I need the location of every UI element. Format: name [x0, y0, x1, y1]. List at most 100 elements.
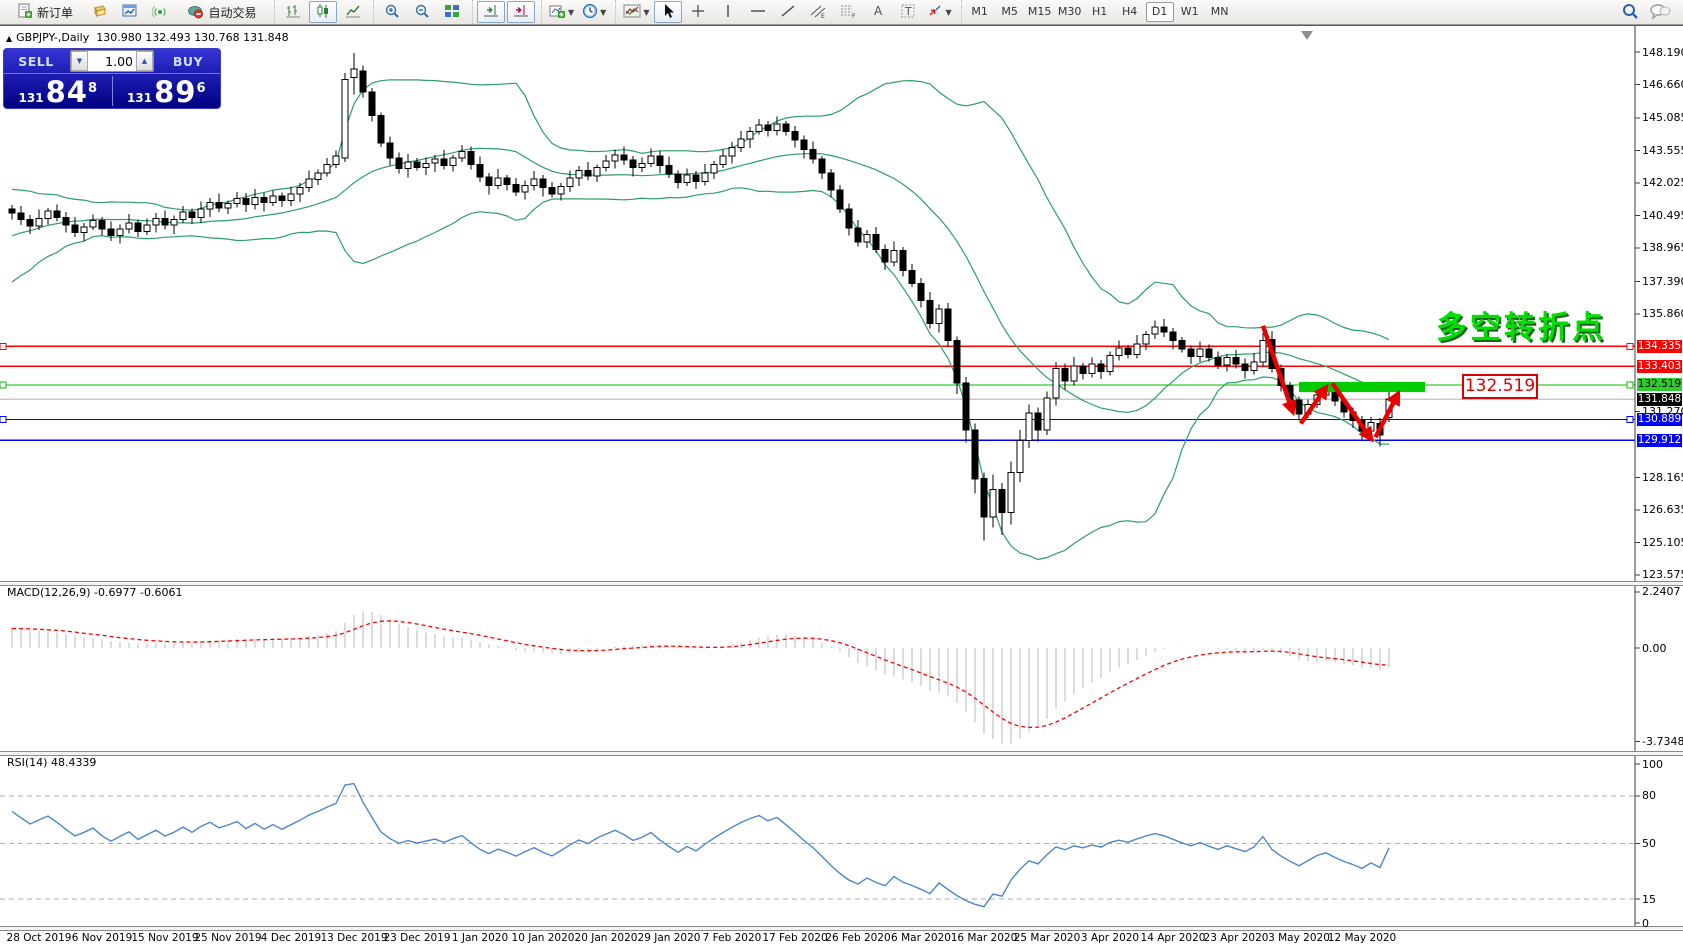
date-tick-label: 10 Jan 2020 — [511, 932, 575, 944]
timeframe-button-H4[interactable]: H4 — [1121, 5, 1138, 18]
date-tick-label: 3 Apr 2020 — [1080, 932, 1140, 944]
cursor-button[interactable] — [654, 1, 683, 23]
auto-scroll-button[interactable] — [477, 1, 505, 23]
rsi-label: RSI(14) 48.4339 — [7, 756, 97, 769]
price-chart[interactable] — [0, 26, 1683, 949]
timeframe-button-M5[interactable]: M5 — [1001, 5, 1018, 18]
bar-chart-button[interactable] — [279, 1, 307, 23]
price-tick-label: 128.165 — [1642, 470, 1683, 484]
label-t-icon: T — [900, 3, 916, 22]
fibonacci-tool-button[interactable]: F — [834, 1, 862, 23]
indicators-button[interactable]: ▼ — [546, 1, 577, 23]
buy-price[interactable]: 131 89 6 — [113, 74, 221, 108]
sell-button[interactable]: SELL — [18, 53, 54, 69]
price-tick-label: 142.025 — [1642, 176, 1683, 190]
candlestick-chart-button[interactable] — [309, 1, 337, 23]
charts-button[interactable] — [116, 1, 144, 23]
rsi-panel-separator[interactable] — [0, 751, 1683, 756]
vline-tool-button[interactable] — [714, 1, 742, 23]
autotrading-button[interactable]: 自动交易 — [176, 1, 268, 23]
buy-button[interactable]: BUY — [172, 53, 204, 69]
line-chart-icon — [345, 3, 361, 22]
date-tick-label: 25 Mar 2020 — [1013, 932, 1081, 944]
svg-text:A: A — [874, 4, 883, 18]
level-price-box[interactable]: 132.519 — [1462, 374, 1538, 399]
macd-axis-label: 0.00 — [1642, 641, 1667, 655]
price-tag-131.848: 131.848 — [1637, 392, 1682, 406]
timeframe-button-M30[interactable]: M30 — [1057, 5, 1082, 18]
text-tool-button[interactable]: A — [864, 1, 892, 23]
label-tool-button[interactable]: T — [894, 1, 922, 23]
price-tick-label: 145.085 — [1642, 111, 1683, 125]
indicators-icon — [549, 3, 566, 22]
volume-up-spinner[interactable]: ▲ — [136, 51, 153, 71]
new-order-icon — [17, 3, 33, 22]
candlestick-chart-icon — [315, 3, 331, 22]
zoom-in-button[interactable] — [378, 1, 406, 23]
date-tick-label: 26 Feb 2020 — [825, 932, 891, 944]
date-tick-label: 6 Mar 2020 — [891, 932, 951, 944]
vline-icon — [723, 3, 733, 22]
hline-icon — [749, 3, 767, 22]
date-tick-label: 25 Nov 2019 — [194, 932, 262, 944]
sell-price-sup: 8 — [87, 81, 97, 96]
timeframe-button-W1[interactable]: W1 — [1180, 5, 1199, 18]
volume-down-spinner[interactable]: ▼ — [71, 51, 88, 71]
sell-price-prefix: 131 — [18, 91, 44, 105]
turning-point-annotation[interactable]: 多空转折点 — [1436, 310, 1606, 346]
profile-button[interactable] — [86, 1, 114, 23]
trendline-tool-button[interactable] — [774, 1, 802, 23]
signal-button[interactable] — [146, 1, 174, 23]
date-tick-label: 20 Jan 2020 — [574, 932, 638, 944]
timeframe-button-H1[interactable]: H1 — [1091, 5, 1108, 18]
chart-style-caret-icon: ▼ — [643, 7, 650, 17]
tile-windows-button[interactable] — [438, 1, 466, 23]
date-tick-label: 23 Apr 2020 — [1203, 932, 1269, 944]
rsi-axis-label: 15 — [1642, 892, 1656, 906]
date-tick-label: 16 Mar 2020 — [950, 932, 1018, 944]
rsi-axis-label: 50 — [1642, 837, 1656, 850]
volume-input[interactable] — [88, 52, 136, 70]
new-order-button[interactable]: 新订单 — [6, 1, 84, 23]
chat-button[interactable] — [1646, 1, 1674, 23]
buy-price-prefix: 131 — [127, 91, 153, 105]
shapes-arrows-icon — [927, 3, 943, 22]
timeframe-button-M15[interactable]: M15 — [1027, 5, 1052, 18]
chart-title: ▲ GBPJPY-,Daily 130.980 132.493 130.768 1… — [6, 31, 289, 44]
sell-price[interactable]: 131 84 8 — [4, 74, 112, 108]
zoom-out-button[interactable] — [408, 1, 436, 23]
price-tick-label: 140.495 — [1642, 208, 1683, 222]
timeframe-button-MN[interactable]: MN — [1210, 5, 1229, 18]
price-tag-132.519: 132.519 — [1637, 378, 1682, 392]
fibonacci-icon: F — [839, 3, 857, 22]
date-tick-label: 28 Oct 2019 — [6, 932, 72, 944]
chart-style-button[interactable]: ▼ — [620, 1, 652, 23]
price-tick-label: 135.860 — [1642, 307, 1683, 321]
price-tag-133.403: 133.403 — [1637, 359, 1682, 373]
macd-axis-label: 2.2407 — [1642, 585, 1681, 599]
timeframe-button-D1[interactable]: D1 — [1145, 2, 1174, 22]
text-a-icon: A — [871, 3, 885, 22]
chart-window-icon — [122, 3, 138, 22]
chart-shift-button[interactable] — [507, 1, 535, 23]
macd-label: MACD(12,26,9) -0.6977 -0.6061 — [7, 586, 183, 599]
auto-scroll-icon — [483, 3, 499, 22]
indicators-caret-icon: ▼ — [568, 7, 575, 17]
crosshair-button[interactable] — [684, 1, 712, 23]
search-button[interactable] — [1616, 1, 1644, 23]
price-tick-label: 137.390 — [1642, 274, 1683, 288]
buy-price-big: 89 — [154, 75, 197, 109]
hline-tool-button[interactable] — [744, 1, 772, 23]
shapes-caret-icon: ▼ — [945, 7, 952, 17]
profile-icon — [92, 3, 108, 22]
collapse-arrow-icon[interactable]: ▲ — [6, 34, 13, 43]
line-chart-button[interactable] — [339, 1, 367, 23]
timeframe-button-M1[interactable]: M1 — [971, 5, 988, 18]
signal-icon — [151, 3, 168, 22]
macd-panel-separator[interactable] — [0, 581, 1683, 586]
channel-tool-button[interactable]: E — [804, 1, 832, 23]
chart-window[interactable]: ▲ GBPJPY-,Daily 130.980 132.493 130.768 1… — [0, 25, 1683, 949]
shapes-tool-button[interactable]: ▼ — [924, 1, 954, 23]
chat-icon — [1649, 2, 1671, 23]
periods-button[interactable]: ▼ — [579, 1, 609, 23]
